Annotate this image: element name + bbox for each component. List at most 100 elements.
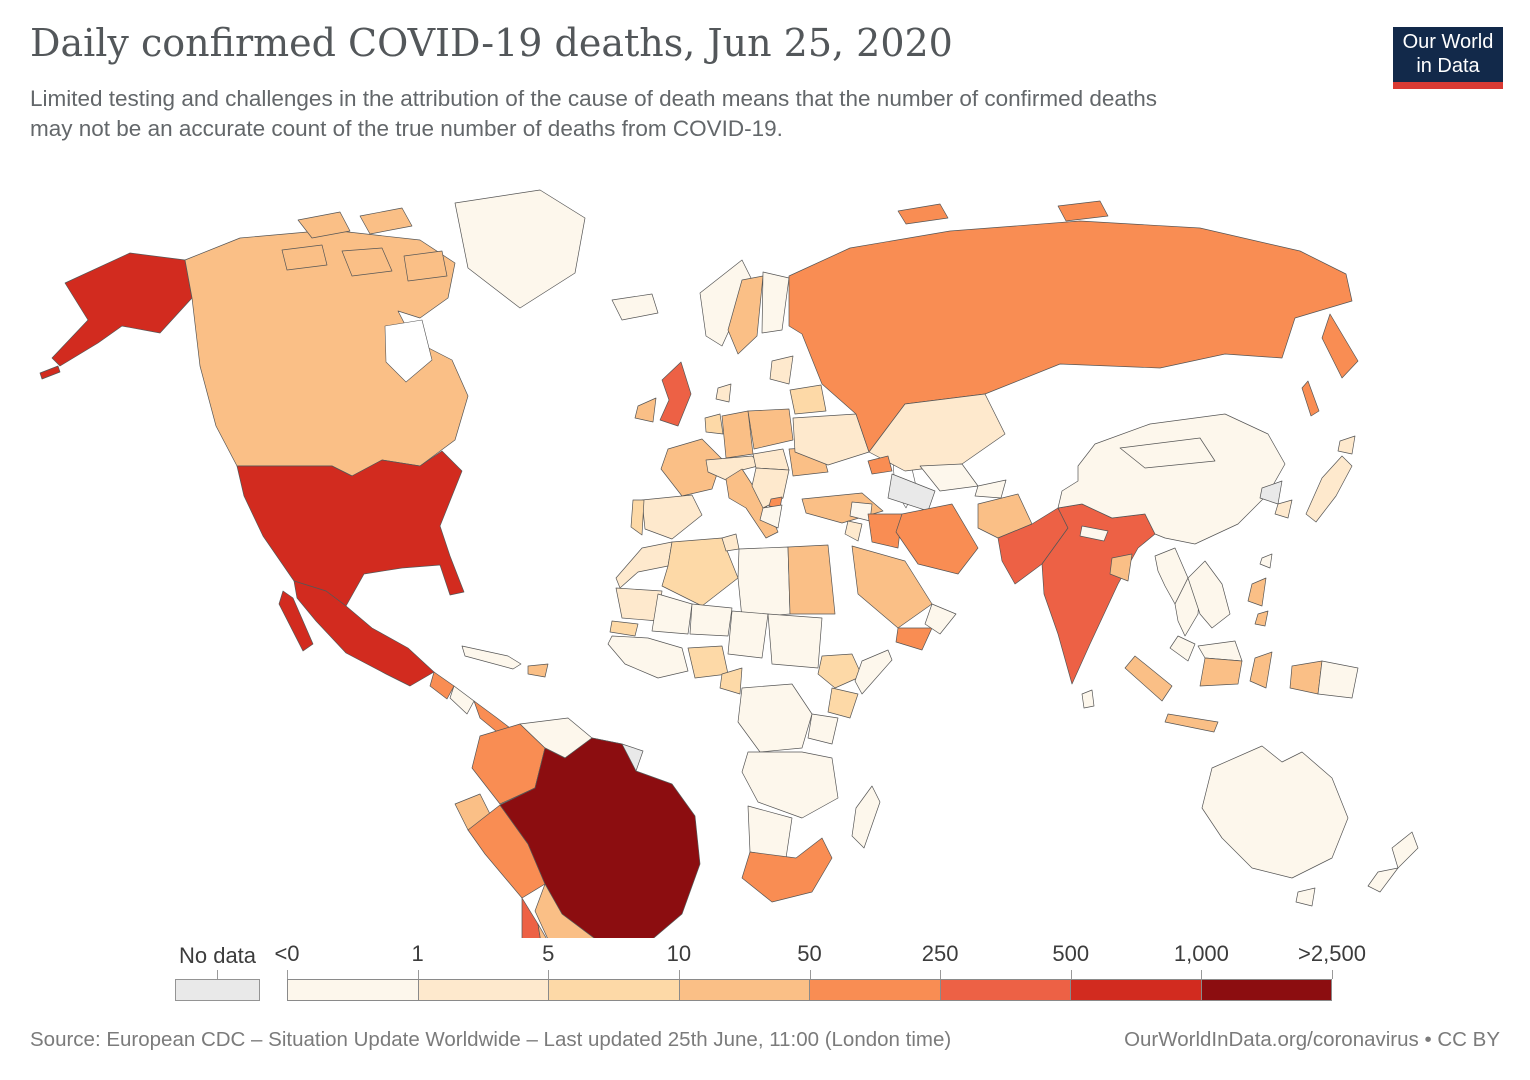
legend-no-data-swatch[interactable]	[175, 979, 260, 1001]
country-canada-arctic-3[interactable]	[281, 244, 328, 271]
country-kyrgyzstan[interactable]	[974, 479, 1007, 499]
country-denmark[interactable]	[715, 383, 732, 403]
country-iceland[interactable]	[611, 293, 659, 321]
legend-segment-50-to-250[interactable]	[810, 980, 941, 1000]
country-madagascar[interactable]	[851, 785, 881, 849]
country-poland[interactable]	[747, 408, 794, 450]
country-philippines[interactable]	[1247, 577, 1267, 607]
country-oman[interactable]	[924, 603, 957, 635]
country-kazakhstan[interactable]	[868, 393, 1006, 472]
country-cuba[interactable]	[461, 645, 522, 670]
country-south-africa[interactable]	[741, 837, 833, 903]
country-mali[interactable]	[651, 593, 693, 635]
country-indonesia-sumatra[interactable]	[1124, 655, 1173, 702]
country-borneo-malaysia[interactable]	[1197, 640, 1243, 662]
country-russia-arctic-2[interactable]	[1057, 200, 1109, 222]
country-papua-new-guinea[interactable]	[1317, 660, 1359, 699]
country-yemen[interactable]	[895, 627, 933, 651]
country-sweden[interactable]	[727, 275, 764, 355]
country-namibia-botswana[interactable]	[747, 805, 793, 859]
country-senegal[interactable]	[609, 620, 639, 637]
country-indonesia-java[interactable]	[1164, 713, 1219, 733]
country-japan[interactable]	[1305, 455, 1353, 523]
country-southern-africa[interactable]	[741, 751, 839, 819]
country-malaysia[interactable]	[1169, 635, 1196, 662]
country-taiwan[interactable]	[1259, 553, 1273, 569]
country-canada-arctic-1[interactable]	[297, 211, 351, 239]
country-caucasus[interactable]	[867, 455, 893, 475]
country-russia[interactable]	[788, 220, 1353, 453]
country-greece[interactable]	[759, 504, 783, 529]
country-mexico-baja[interactable]	[278, 590, 314, 652]
country-canada-arctic-5[interactable]	[403, 250, 448, 282]
country-sri-lanka[interactable]	[1081, 689, 1095, 709]
country-new-zealand-south[interactable]	[1367, 867, 1399, 893]
country-mexico[interactable]	[293, 580, 435, 687]
legend-segment-250-to-500[interactable]	[940, 980, 1071, 1000]
country-ethiopia[interactable]	[817, 653, 863, 689]
country-hispaniola[interactable]	[527, 663, 549, 678]
country-belarus[interactable]	[789, 384, 827, 415]
country-bangladesh[interactable]	[1109, 553, 1133, 582]
country-china[interactable]	[1057, 413, 1286, 545]
country-new-zealand-north[interactable]	[1391, 831, 1419, 869]
country-canada[interactable]	[184, 229, 469, 477]
country-ukraine[interactable]	[792, 413, 870, 466]
country-saudi-arabia[interactable]	[851, 545, 933, 629]
country-france[interactable]	[660, 438, 723, 497]
country-nigeria[interactable]	[687, 645, 729, 679]
country-japan-hokkaido[interactable]	[1337, 435, 1356, 455]
country-west-africa[interactable]	[607, 635, 689, 679]
country-indonesia-sulawesi[interactable]	[1249, 651, 1273, 689]
country-niger[interactable]	[689, 603, 733, 637]
country-south-korea[interactable]	[1274, 499, 1293, 519]
country-united-states-alaska[interactable]	[51, 252, 193, 367]
country-indochina[interactable]	[1187, 560, 1231, 629]
country-guatemala[interactable]	[429, 671, 455, 700]
country-russia-kamchatka[interactable]	[1321, 313, 1359, 379]
country-mongolia[interactable]	[1119, 437, 1216, 469]
country-indonesia-west-papua[interactable]	[1289, 660, 1323, 695]
country-united-states-aleutians[interactable]	[39, 365, 61, 380]
country-greenland[interactable]	[454, 189, 586, 309]
country-finland[interactable]	[761, 271, 790, 334]
country-egypt[interactable]	[787, 544, 836, 615]
country-portugal[interactable]	[630, 499, 645, 536]
country-spain[interactable]	[641, 494, 703, 540]
legend-segment-500-to-1-000[interactable]	[1071, 980, 1202, 1000]
country-central-africa[interactable]	[737, 683, 813, 753]
legend-segment-1-000-to->2-500[interactable]	[1201, 980, 1331, 1000]
country-canada-arctic-2[interactable]	[359, 207, 413, 235]
country-indonesia-borneo[interactable]	[1199, 657, 1243, 687]
country-uzbekistan[interactable]	[919, 463, 979, 492]
legend-segment-<0-to-1[interactable]	[288, 980, 419, 1000]
country-baltics[interactable]	[769, 355, 794, 385]
country-jordan-israel[interactable]	[844, 520, 863, 542]
country-nicaragua[interactable]	[449, 685, 475, 715]
country-philippines-south[interactable]	[1254, 610, 1269, 627]
country-australia[interactable]	[1201, 745, 1349, 879]
country-tanzania[interactable]	[807, 713, 839, 745]
country-kenya[interactable]	[827, 687, 859, 719]
country-ireland[interactable]	[634, 397, 657, 423]
country-russia-sakhalin[interactable]	[1301, 380, 1320, 417]
country-chad[interactable]	[727, 610, 769, 659]
country-sudan[interactable]	[767, 613, 823, 669]
country-benelux[interactable]	[704, 413, 724, 435]
country-iraq[interactable]	[867, 513, 903, 549]
country-nepal[interactable]	[1079, 525, 1109, 542]
legend-segment-5-to-10[interactable]	[549, 980, 680, 1000]
legend-segment-1-to-5[interactable]	[418, 980, 549, 1000]
owid-logo[interactable]: Our World in Data	[1393, 27, 1503, 89]
legend-segment-10-to-50[interactable]	[679, 980, 810, 1000]
country-canada-arctic-4[interactable]	[341, 247, 393, 277]
country-central-europe[interactable]	[752, 448, 790, 471]
country-iran[interactable]	[895, 503, 979, 575]
country-cameroon[interactable]	[719, 667, 743, 695]
country-germany[interactable]	[721, 410, 754, 459]
country-somalia[interactable]	[854, 649, 893, 695]
country-united-kingdom[interactable]	[659, 361, 692, 427]
country-tasmania[interactable]	[1295, 887, 1316, 907]
country-libya[interactable]	[737, 546, 791, 619]
country-russia-arctic-1[interactable]	[897, 203, 949, 225]
